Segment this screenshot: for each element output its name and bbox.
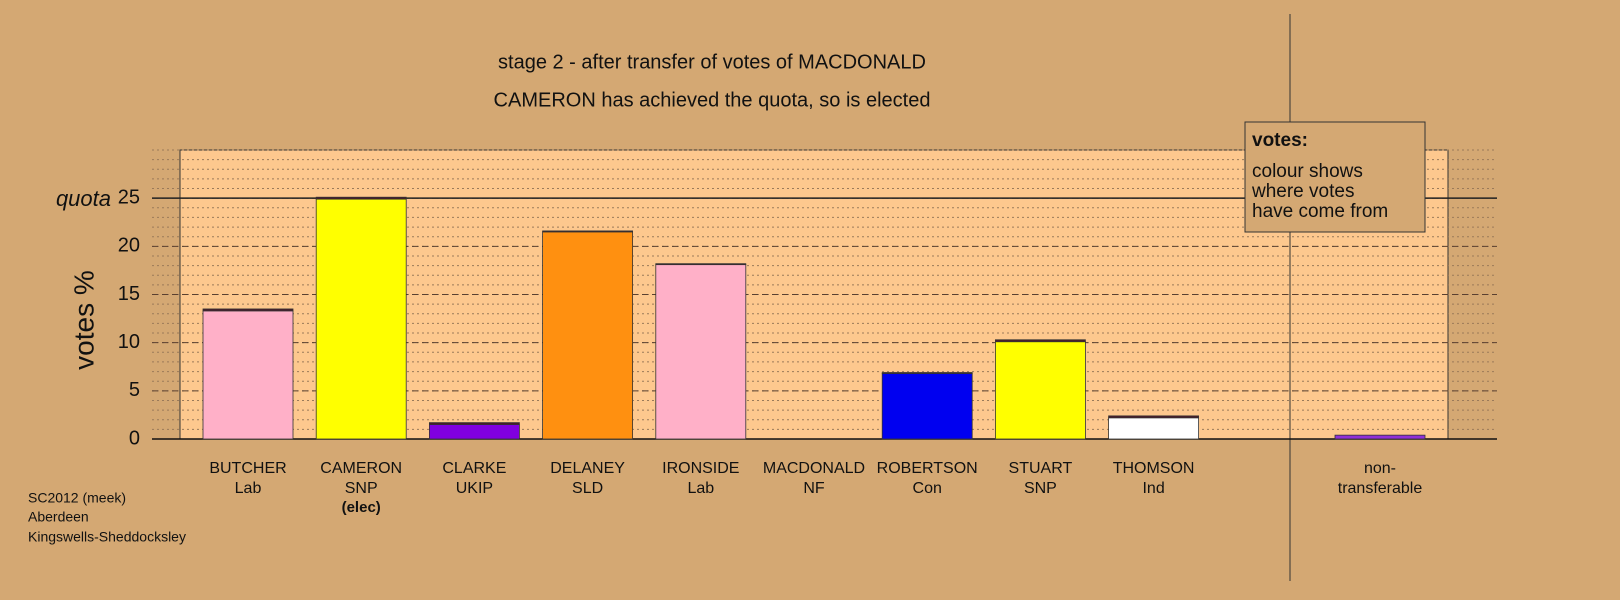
y-tick-label: 5: [129, 379, 140, 401]
bar: [542, 231, 633, 440]
bar-transfer: [315, 196, 407, 200]
bar-transfer: [542, 230, 633, 233]
x-tick-label: THOMSON: [1113, 460, 1195, 477]
x-tick-label: DELANEY: [550, 460, 625, 477]
x-tick-label: ROBERTSON: [877, 460, 978, 477]
x-tick-sublabel: Con: [913, 480, 942, 497]
x-tick-sublabel: Ind: [1142, 480, 1164, 497]
y-tick-label: 20: [118, 235, 140, 257]
x-tick-label: STUART: [1009, 460, 1073, 477]
footer: SC2012 (meek): [28, 490, 126, 506]
bar-transfer: [428, 422, 520, 425]
x-tick-label: MACDONALD: [763, 460, 865, 477]
bar: [1334, 434, 1426, 440]
x-tick-sublabel: SNP: [1024, 480, 1057, 497]
x-tick-label: non-: [1364, 460, 1396, 477]
footer: Kingswells-Sheddocksley: [28, 529, 186, 545]
chart-title: stage 2 - after transfer of votes of MAC…: [498, 51, 926, 73]
x-tick-sublabel: Lab: [235, 480, 262, 497]
bar: [1108, 417, 1199, 440]
y-tick-label: 15: [118, 283, 140, 305]
x-tick-sublabel: NF: [803, 480, 825, 497]
bar: [995, 341, 1086, 440]
x-tick-sublabel: UKIP: [456, 480, 493, 497]
x-tick-sublabel: Lab: [687, 480, 714, 497]
legend-text: colour shows: [1252, 161, 1363, 182]
legend-title: votes:: [1252, 130, 1308, 151]
x-tick-label: CLARKE: [442, 460, 506, 477]
bar: [881, 373, 973, 440]
legend-box: [1244, 121, 1426, 233]
bar: [428, 424, 520, 440]
x-tick-note: (elec): [342, 499, 381, 516]
bar-transfer: [655, 263, 747, 266]
x-tick-label: BUTCHER: [209, 460, 286, 477]
bar-transfer: [1108, 415, 1199, 419]
y-axis-label: votes %: [68, 270, 99, 370]
bar: [315, 198, 407, 440]
y-tick-label: 25: [118, 186, 140, 208]
y-tick-label: 10: [118, 331, 140, 353]
bar: [202, 310, 294, 440]
x-tick-label: IRONSIDE: [662, 460, 739, 477]
bar-transfer: [881, 372, 973, 374]
bar-transfer: [202, 308, 294, 312]
x-tick-sublabel: SNP: [345, 480, 378, 497]
chart-subtitle: CAMERON has achieved the quota, so is el…: [494, 89, 931, 111]
x-tick-sublabel: transferable: [1338, 480, 1423, 497]
bar-transfer: [995, 339, 1086, 343]
legend-text: have come from: [1252, 201, 1388, 222]
x-tick-sublabel: SLD: [572, 480, 603, 497]
bar: [655, 264, 747, 440]
y-tick-label: 0: [129, 427, 140, 449]
footer: Aberdeen: [28, 509, 89, 525]
quota-label: quota: [56, 186, 111, 211]
x-tick-label: CAMERON: [320, 460, 402, 477]
legend-text: where votes: [1251, 181, 1354, 202]
